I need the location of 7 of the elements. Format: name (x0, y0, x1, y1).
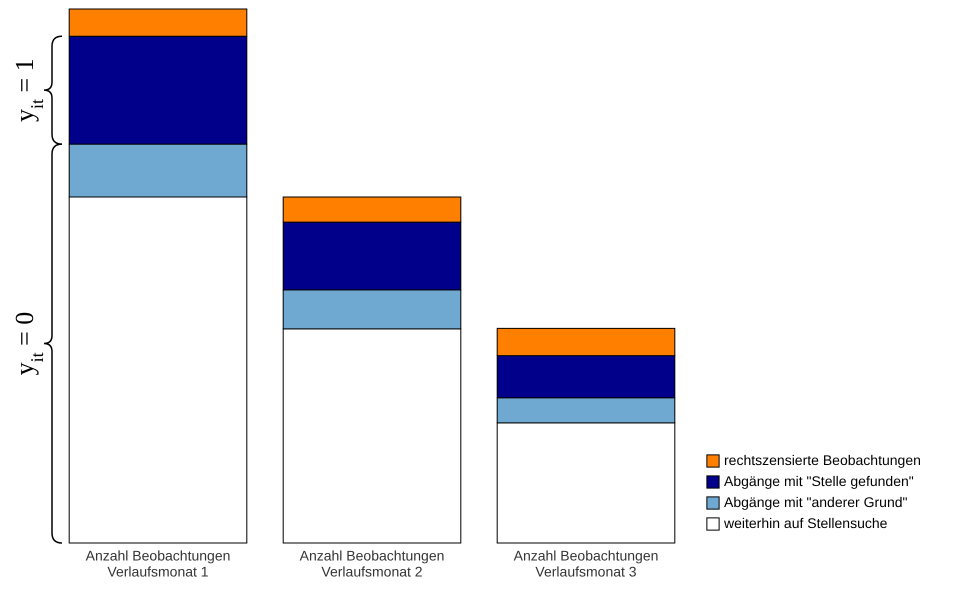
x-tick-label: Anzahl Beobachtungen Verlaufsmonat 2 (300, 548, 444, 580)
legend-label: rechtszensierte Beobachtungen (724, 452, 921, 468)
x-tick-label: Anzahl Beobachtungen Verlaufsmonat 3 (514, 548, 658, 580)
legend-label: weiterhin auf Stellensuche (723, 515, 888, 531)
x-tick-label: Anzahl Beobachtungen Verlaufsmonat 1 (86, 548, 230, 580)
legend-label: Abgänge mit "Stelle gefunden" (724, 473, 914, 489)
legend-label: Abgänge mit "anderer Grund" (724, 494, 908, 510)
